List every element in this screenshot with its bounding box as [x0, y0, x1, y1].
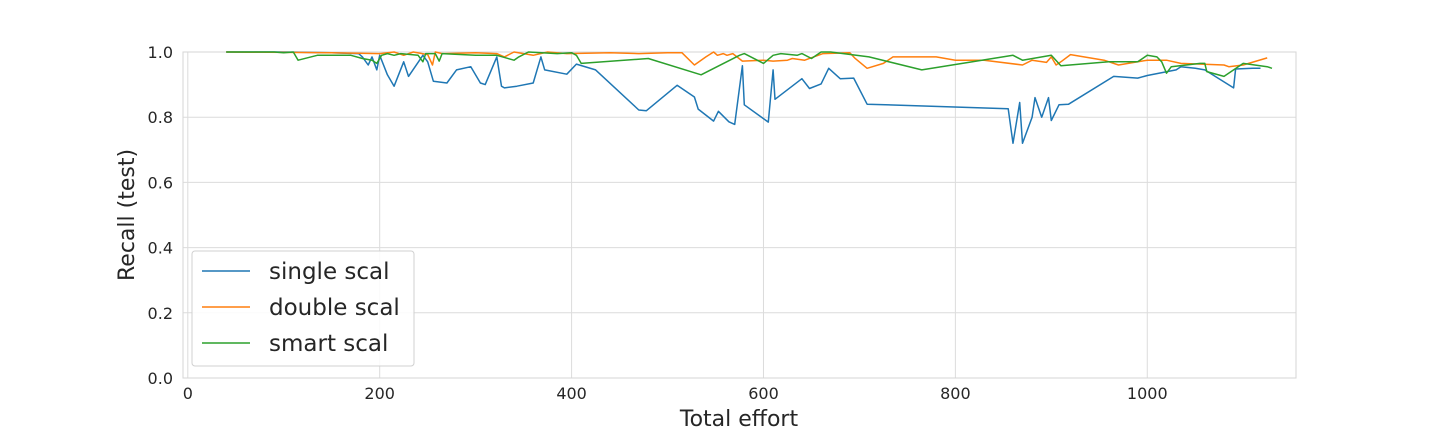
x-tick-label: 400	[556, 384, 587, 403]
y-axis-title: Recall (test)	[115, 149, 140, 281]
legend-box	[191, 250, 415, 367]
x-tick-label: 0	[183, 384, 193, 403]
legend: single scal double scal smart scal	[191, 250, 415, 367]
x-tick-label: 800	[940, 384, 971, 403]
series-line-1	[226, 51, 1261, 145]
y-tick-label: 0.2	[148, 304, 173, 323]
legend-label: smart scal	[269, 331, 388, 357]
series-line-3	[226, 51, 1273, 78]
y-tick-label: 0.8	[148, 108, 173, 127]
legend-label: single scal	[269, 259, 390, 285]
series-lines	[226, 51, 1273, 145]
y-tick-label: 0.0	[148, 369, 173, 388]
series-line-2	[226, 51, 1268, 70]
y-tick-label: 1.0	[148, 43, 173, 62]
x-tick-label: 1000	[1127, 384, 1168, 403]
x-axis-title: Total effort	[679, 407, 799, 432]
tick-labels: 0 200 400 600 800 1000 0.0 0.2 0.4 0.6 0.8 1.0	[148, 43, 1168, 403]
y-tick-label: 0.4	[148, 239, 173, 258]
x-tick-label: 600	[748, 384, 779, 403]
x-tick-label: 200	[364, 384, 395, 403]
plot-frame	[182, 51, 1297, 379]
y-tick-label: 0.6	[148, 173, 173, 192]
legend-label: double scal	[269, 295, 400, 321]
